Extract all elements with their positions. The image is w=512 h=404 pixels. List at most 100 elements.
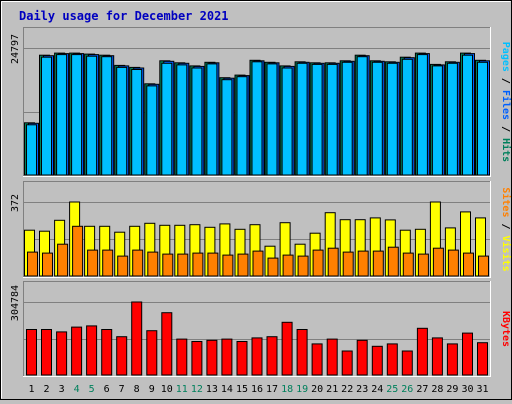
bar-pages-6 <box>101 56 113 176</box>
bar-pages-21 <box>326 63 338 176</box>
bar-kbytes-9 <box>146 330 158 376</box>
x-tick-label-24: 24 <box>371 384 383 395</box>
bar-pages-23 <box>356 56 368 176</box>
bar-sites-31 <box>478 255 489 277</box>
x-tick-label-10: 10 <box>161 384 173 395</box>
axis-label-part-0: Pages <box>500 42 511 72</box>
x-tick-label-2: 2 <box>43 384 49 395</box>
bar-sites-9 <box>147 251 159 277</box>
bar-pages-18 <box>281 67 293 176</box>
bar-kbytes-8 <box>131 301 143 376</box>
bar-kbytes-26 <box>401 350 413 376</box>
bar-sites-23 <box>357 250 369 277</box>
bar-pages-16 <box>251 61 263 176</box>
bar-sites-3 <box>57 243 69 277</box>
bar-pages-31 <box>477 61 488 176</box>
x-tick-label-20: 20 <box>311 384 323 395</box>
bar-pages-1 <box>26 124 37 176</box>
bar-sites-29 <box>447 249 459 277</box>
axis-label-part-1: / <box>500 217 511 235</box>
x-tick-label-11: 11 <box>176 384 188 395</box>
x-tick-label-15: 15 <box>236 384 248 395</box>
bar-pages-3 <box>56 54 68 176</box>
bar-kbytes-10 <box>161 312 173 376</box>
x-tick-label-16: 16 <box>251 384 263 395</box>
bar-sites-18 <box>282 254 294 277</box>
bar-pages-9 <box>146 85 158 176</box>
bar-pages-11 <box>176 64 188 176</box>
bar-sites-15 <box>237 253 249 277</box>
bar-kbytes-27 <box>416 327 428 376</box>
axis-label-part-2: Visits <box>500 236 512 272</box>
bar-sites-1 <box>27 251 38 277</box>
x-tick-label-19: 19 <box>296 384 308 395</box>
bar-pages-25 <box>386 62 398 176</box>
panel-pages-files-hits: 24797 Pages / Files / Hits <box>10 27 512 177</box>
x-tick-label-7: 7 <box>119 384 125 395</box>
bar-kbytes-16 <box>251 337 263 376</box>
chart-title: Daily usage for December 2021 <box>19 9 229 23</box>
bar-kbytes-17 <box>266 336 278 376</box>
bar-sites-25 <box>387 246 399 277</box>
bar-pages-7 <box>116 66 128 176</box>
bar-kbytes-2 <box>41 329 52 376</box>
axis-label-part-0: Sites <box>500 187 512 217</box>
bar-kbytes-25 <box>386 343 398 376</box>
bar-pages-22 <box>341 61 353 176</box>
bar-sites-17 <box>267 257 279 277</box>
bar-pages-4 <box>71 54 83 176</box>
bar-sites-20 <box>312 249 324 277</box>
bar-sites-2 <box>42 252 53 277</box>
x-tick-label-6: 6 <box>104 384 110 395</box>
bar-pages-15 <box>236 76 248 176</box>
bar-kbytes-18 <box>281 321 293 376</box>
x-tick-label-27: 27 <box>416 384 428 395</box>
x-tick-label-1: 1 <box>28 384 34 395</box>
x-axis-labels: 1 2 3 4 5 6 7 8 9 10 11 12 13 14 15 16 17 18 19 20 21 22 23 24 2… <box>28 384 488 395</box>
bar-pages-20 <box>311 63 323 176</box>
bar-kbytes-13 <box>206 339 218 376</box>
bar-pages-26 <box>401 58 413 176</box>
bar-pages-2 <box>41 56 52 176</box>
x-tick-label-25: 25 <box>386 384 398 395</box>
bar-pages-12 <box>191 67 203 176</box>
x-tick-label-5: 5 <box>89 384 95 395</box>
x-tick-label-4: 4 <box>74 384 80 395</box>
bar-sites-14 <box>222 254 234 277</box>
x-tick-label-30: 30 <box>461 384 473 395</box>
bar-kbytes-12 <box>191 341 203 376</box>
x-tick-label-9: 9 <box>149 384 155 395</box>
bar-sites-22 <box>342 251 354 277</box>
bar-sites-12 <box>192 252 204 277</box>
x-tick-label-21: 21 <box>326 384 338 395</box>
bar-kbytes-23 <box>356 339 368 376</box>
panel-max-label: 24797 <box>10 34 21 64</box>
bar-kbytes-15 <box>236 341 248 376</box>
panel-max-label: 372 <box>10 194 21 212</box>
bar-pages-24 <box>371 61 383 176</box>
axis-label-part-2: Files <box>500 90 512 120</box>
bar-pages-14 <box>221 79 233 176</box>
axis-label-part-3: / <box>500 120 511 138</box>
bar-sites-5 <box>87 249 99 277</box>
bar-kbytes-20 <box>311 343 323 376</box>
bar-sites-28 <box>432 247 444 277</box>
bar-sites-13 <box>207 252 219 277</box>
bar-kbytes-30 <box>462 332 473 376</box>
bar-kbytes-28 <box>431 337 443 376</box>
bar-sites-10 <box>162 253 174 277</box>
bar-kbytes-6 <box>101 329 113 376</box>
x-tick-label-23: 23 <box>356 384 368 395</box>
bar-sites-21 <box>327 247 339 277</box>
bar-pages-8 <box>131 69 143 176</box>
bar-sites-16 <box>252 250 264 277</box>
x-tick-label-8: 8 <box>134 384 140 395</box>
bar-pages-28 <box>431 65 443 176</box>
bar-pages-30 <box>462 54 473 176</box>
panel-axis-label: Pages / Files / Hits <box>500 42 512 162</box>
x-tick-label-22: 22 <box>341 384 353 395</box>
bar-sites-6 <box>102 249 114 277</box>
bar-sites-24 <box>372 250 384 277</box>
x-tick-label-3: 3 <box>59 384 65 395</box>
